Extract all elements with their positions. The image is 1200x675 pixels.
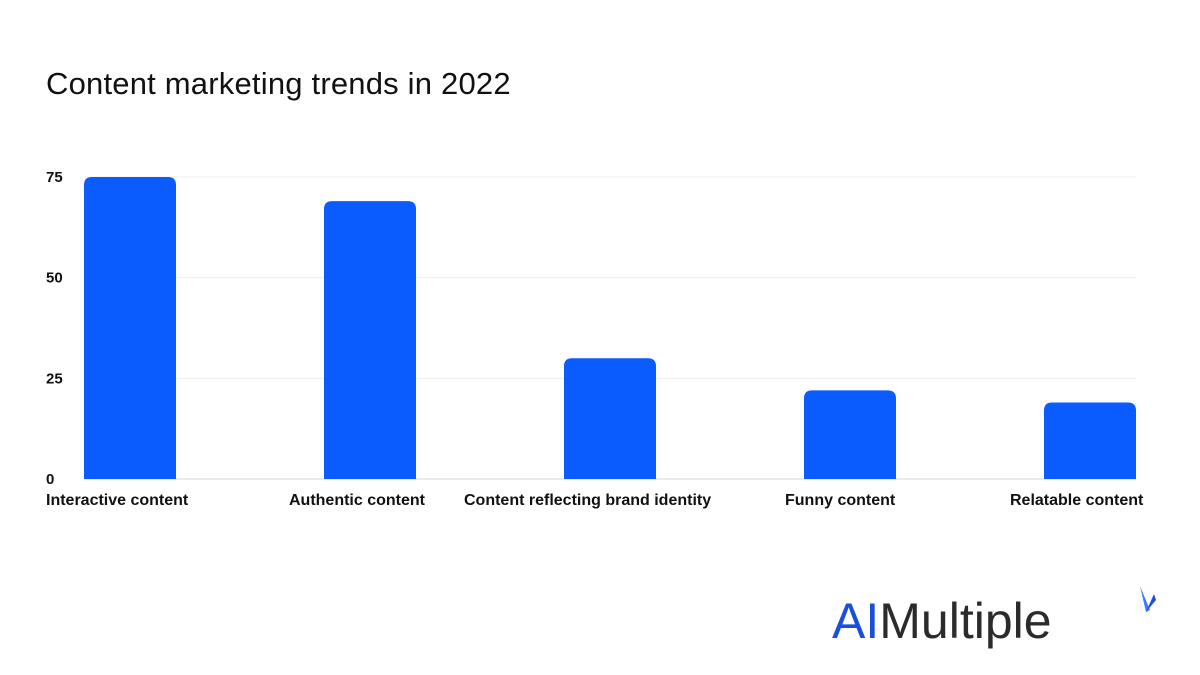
logo-accent-icon	[1140, 586, 1156, 612]
y-tick-label: 75	[46, 169, 63, 186]
bar-interactive-content	[84, 177, 176, 479]
x-category-label: Content reflecting brand identity	[464, 492, 711, 509]
logo-multiple-text: Multiple	[879, 593, 1052, 649]
bar-content-reflecting-brand-identity	[564, 358, 656, 479]
bar-chart: 0 25 50 75 Interactive content Authentic cont…	[46, 169, 1144, 509]
x-category-label: Authentic content	[289, 492, 426, 509]
aimultiple-logo: AIMultiple	[832, 596, 1052, 646]
bar-funny-content	[804, 390, 896, 479]
y-tick-label: 0	[46, 471, 54, 488]
bar-relatable-content	[1044, 402, 1136, 479]
y-tick-label: 50	[46, 270, 63, 287]
x-category-label: Funny content	[785, 492, 896, 509]
logo-ai-text: AI	[832, 593, 880, 649]
bar-authentic-content	[324, 201, 416, 479]
x-category-label: Interactive content	[46, 492, 189, 509]
chart-title: Content marketing trends in 2022	[46, 66, 511, 101]
x-category-label: Relatable content	[1010, 492, 1144, 509]
y-tick-label: 25	[46, 370, 63, 387]
